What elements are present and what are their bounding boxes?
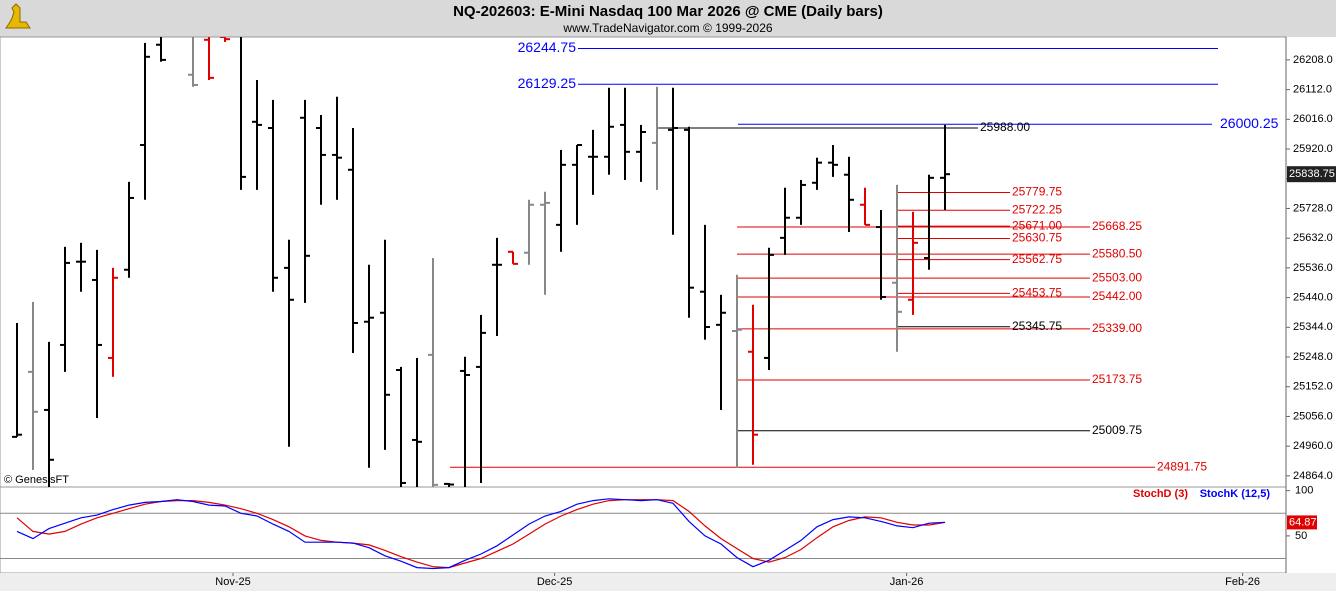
y-tick-label: 24864.0 xyxy=(1293,470,1333,482)
chart-subtitle: www.TradeNavigator.com © 1999-2026 xyxy=(562,21,772,35)
last-price-label: 25838.75 xyxy=(1289,168,1335,180)
stoch-line xyxy=(16,498,946,570)
level-label: 24891.75 xyxy=(1157,459,1207,473)
y-tick-label: 25536.0 xyxy=(1293,262,1333,274)
x-tick-label: Nov-25 xyxy=(215,576,250,588)
y-tick-label: 26112.0 xyxy=(1293,84,1332,96)
legend-label: StochD (3) xyxy=(1133,488,1188,500)
level-label: 25009.75 xyxy=(1092,423,1142,437)
level-label: 25442.00 xyxy=(1092,289,1142,303)
level-label: 26000.25 xyxy=(1220,115,1279,131)
bars xyxy=(12,37,950,487)
level-label: 26129.25 xyxy=(518,75,577,91)
y-tick-label: 25632.0 xyxy=(1293,232,1333,244)
chart-title: NQ-202603: E-Mini Nasdaq 100 Mar 2026 @ … xyxy=(453,3,883,20)
x-tick-label: Feb-26 xyxy=(1225,576,1260,588)
y-tick-label: 26016.0 xyxy=(1293,113,1333,125)
y-tick-label: 50 xyxy=(1295,530,1307,542)
level-label: 25779.75 xyxy=(1012,185,1062,199)
x-tick-label: Jan-26 xyxy=(890,576,924,588)
level-label: 25453.75 xyxy=(1012,286,1062,300)
last-price-box xyxy=(1287,166,1336,183)
level-label: 25671.00 xyxy=(1012,218,1062,232)
level-label: 25503.00 xyxy=(1092,270,1142,284)
y-tick-label: 25440.0 xyxy=(1293,291,1333,303)
y-tick-label: 25344.0 xyxy=(1293,321,1333,333)
x-axis-band xyxy=(0,573,1336,591)
y-tick-label: 25920.0 xyxy=(1293,143,1333,155)
y-tick-label: 25248.0 xyxy=(1293,351,1333,363)
last-value-box xyxy=(1287,515,1317,530)
right-axis xyxy=(1286,37,1336,573)
price-panel xyxy=(0,36,1287,488)
logo xyxy=(5,3,31,29)
level-label: 25668.25 xyxy=(1092,219,1142,233)
level-label: 26244.75 xyxy=(518,39,577,55)
y-tick-label: 24960.0 xyxy=(1293,440,1333,452)
header-band xyxy=(0,0,1336,37)
legend-label: StochK (12,5) xyxy=(1200,488,1271,500)
y-tick-label: 26208.0 xyxy=(1293,54,1333,66)
level-label: 25339.00 xyxy=(1092,321,1142,335)
level-label: 25722.25 xyxy=(1012,202,1062,216)
y-tick-label: 100 xyxy=(1295,485,1313,497)
watermark: © GenesisFT xyxy=(4,474,69,486)
last-value-label: 64.87 xyxy=(1289,516,1317,528)
y-tick-label: 25152.0 xyxy=(1293,381,1333,393)
x-tick-label: Dec-25 xyxy=(537,576,572,588)
level-label: 25988.00 xyxy=(980,120,1030,134)
level-label: 25580.50 xyxy=(1092,246,1142,260)
y-tick-label: 25728.0 xyxy=(1293,202,1333,214)
y-tick-label: 25056.0 xyxy=(1293,410,1333,422)
level-label: 25630.75 xyxy=(1012,231,1062,245)
level-label: 25173.75 xyxy=(1092,372,1142,386)
level-label: 25562.75 xyxy=(1012,252,1062,266)
level-label: 25345.75 xyxy=(1012,319,1062,333)
